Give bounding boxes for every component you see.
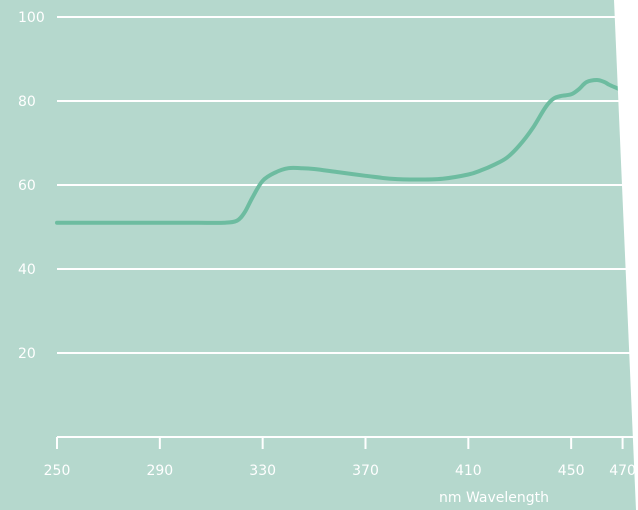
x-tick-label-330: 330 (249, 463, 276, 479)
x-tick-label-290: 290 (146, 463, 173, 479)
y-tick-label-60: 60 (18, 178, 36, 194)
right-border (614, 0, 638, 510)
y-axis-tick-labels: 20 40 60 80 100 (18, 10, 45, 362)
x-tick-label-450: 450 (558, 463, 585, 479)
x-tick-label-250: 250 (44, 463, 71, 479)
x-axis (56, 436, 638, 449)
y-tick-label-80: 80 (18, 94, 36, 110)
gridlines (57, 16, 638, 354)
y-tick-label-20: 20 (18, 346, 36, 362)
x-axis-tick-labels: 250 290 330 370 410 450 470 (44, 463, 636, 479)
x-tick-label-410: 410 (455, 463, 482, 479)
y-tick-label-40: 40 (18, 262, 36, 278)
x-tick-label-370: 370 (352, 463, 379, 479)
series-line (55, 78, 638, 225)
y-tick-label-100: 100 (18, 10, 45, 26)
x-tick-label-470: 470 (609, 463, 636, 479)
x-axis-title: nm Wavelength (439, 490, 549, 506)
